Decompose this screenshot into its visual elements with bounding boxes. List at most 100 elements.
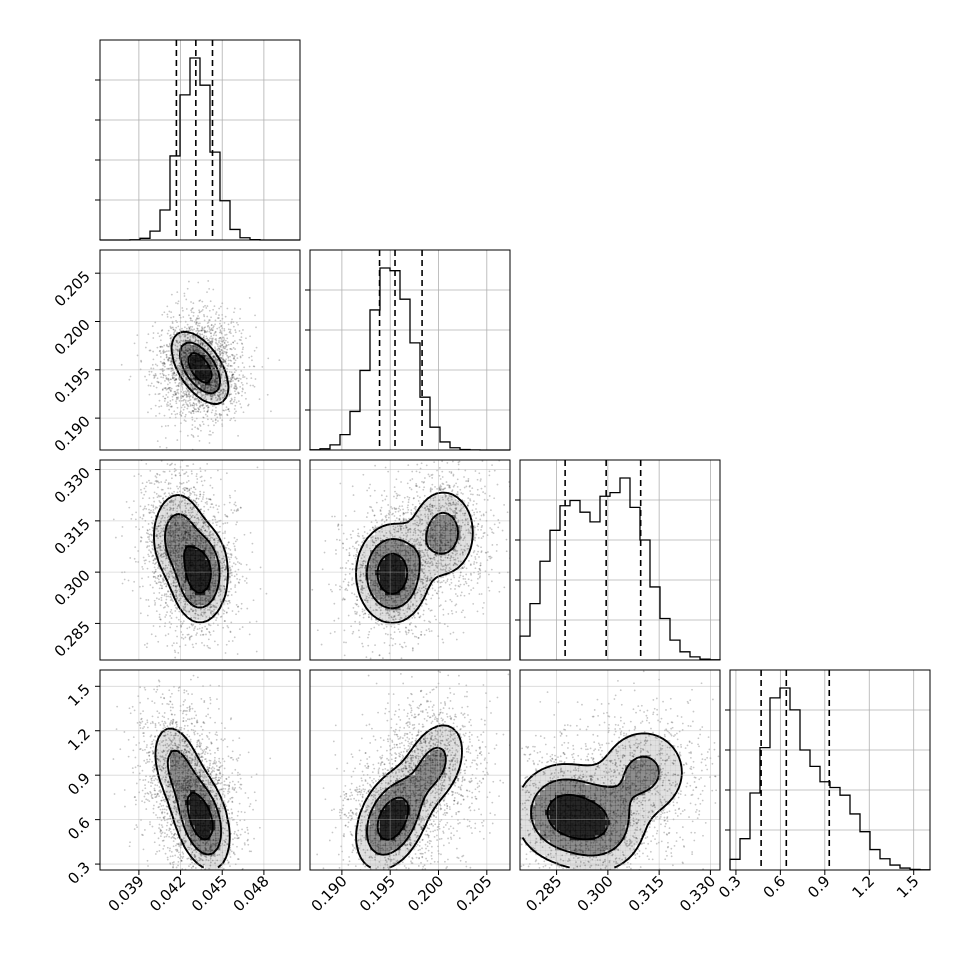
scatter-point [209,337,211,340]
scatter-point [167,345,170,348]
scatter-point [176,485,178,488]
scatter-point [226,594,229,597]
density-cell [220,575,226,581]
density-cell [200,350,206,356]
density-cell [190,565,196,571]
scatter-point [182,351,185,354]
scatter-point [177,357,180,360]
scatter-point [239,355,242,358]
scatter-point [176,349,179,351]
scatter-point [204,413,207,416]
scatter-point [215,361,218,364]
scatter-point [189,506,192,509]
scatter-point [195,397,198,400]
scatter-point [194,345,196,348]
scatter-point [177,349,179,352]
scatter-point [206,348,209,351]
scatter-point [171,364,174,367]
density-cell [205,590,211,596]
scatter-point [150,367,153,370]
scatter-point [212,630,215,632]
scatter-point [181,383,183,385]
scatter-point [218,347,221,350]
scatter-point [191,624,194,627]
scatter-point [140,488,142,491]
scatter-point [218,413,221,416]
scatter-point [168,367,171,370]
scatter-point [209,353,212,356]
scatter-point [159,345,162,348]
scatter-point [202,407,205,410]
scatter-point [231,376,234,379]
density-cell [190,570,196,576]
scatter-point [213,373,216,376]
scatter-point [177,388,180,391]
scatter-point [189,374,192,377]
scatter-point [227,323,230,326]
scatter-point [252,599,255,602]
scatter-point [362,616,365,619]
scatter-point [174,381,177,384]
scatter-point [224,389,227,392]
scatter-point [155,476,158,479]
scatter-point [195,403,198,405]
scatter-point [182,620,185,623]
scatter-point [206,393,209,396]
scatter-point [211,342,214,344]
scatter-point [166,611,168,614]
scatter-point [219,336,222,339]
scatter-point [131,513,134,516]
scatter-point [217,420,219,422]
scatter-point [187,395,190,398]
scatter-point [229,347,232,350]
scatter-point [154,562,157,565]
density-cell [185,555,191,561]
scatter-point [192,375,195,378]
scatter-point [183,359,186,362]
scatter-point [193,627,196,630]
scatter-point [227,359,230,362]
scatter-point [147,553,150,556]
scatter-point [226,344,229,347]
scatter-point [195,349,197,352]
scatter-point [169,595,171,598]
scatter-point [160,425,163,428]
scatter-point [187,400,189,402]
scatter-point [214,358,217,361]
scatter-point [235,410,237,413]
scatter-point [210,364,213,367]
scatter-point [175,302,177,304]
scatter-point [181,373,183,376]
scatter-point [194,340,197,343]
scatter-point [226,354,229,357]
density-cell [175,335,181,341]
scatter-point [253,365,256,368]
scatter-point [250,372,252,375]
scatter-point [196,348,198,351]
scatter-point [229,379,232,382]
scatter-point [167,350,170,352]
density-cell [185,540,191,546]
scatter-point [236,342,239,345]
scatter-point [169,403,172,405]
density-cell [185,370,191,376]
scatter-point [185,358,188,361]
scatter-point [175,378,177,381]
scatter-point [210,332,213,335]
scatter-point [192,499,195,502]
scatter-point [209,395,212,398]
scatter-point [189,317,192,320]
density-cell [195,575,201,581]
scatter-point [192,370,195,372]
scatter-point [197,317,199,320]
scatter-point [186,364,189,367]
scatter-point [192,463,195,466]
scatter-point [185,350,188,352]
density-cell [200,385,206,391]
density-cell [175,340,181,346]
scatter-point [231,373,234,376]
scatter-point [173,394,176,397]
scatter-point [209,341,212,343]
scatter-point [147,407,149,409]
scatter-point [212,325,215,327]
